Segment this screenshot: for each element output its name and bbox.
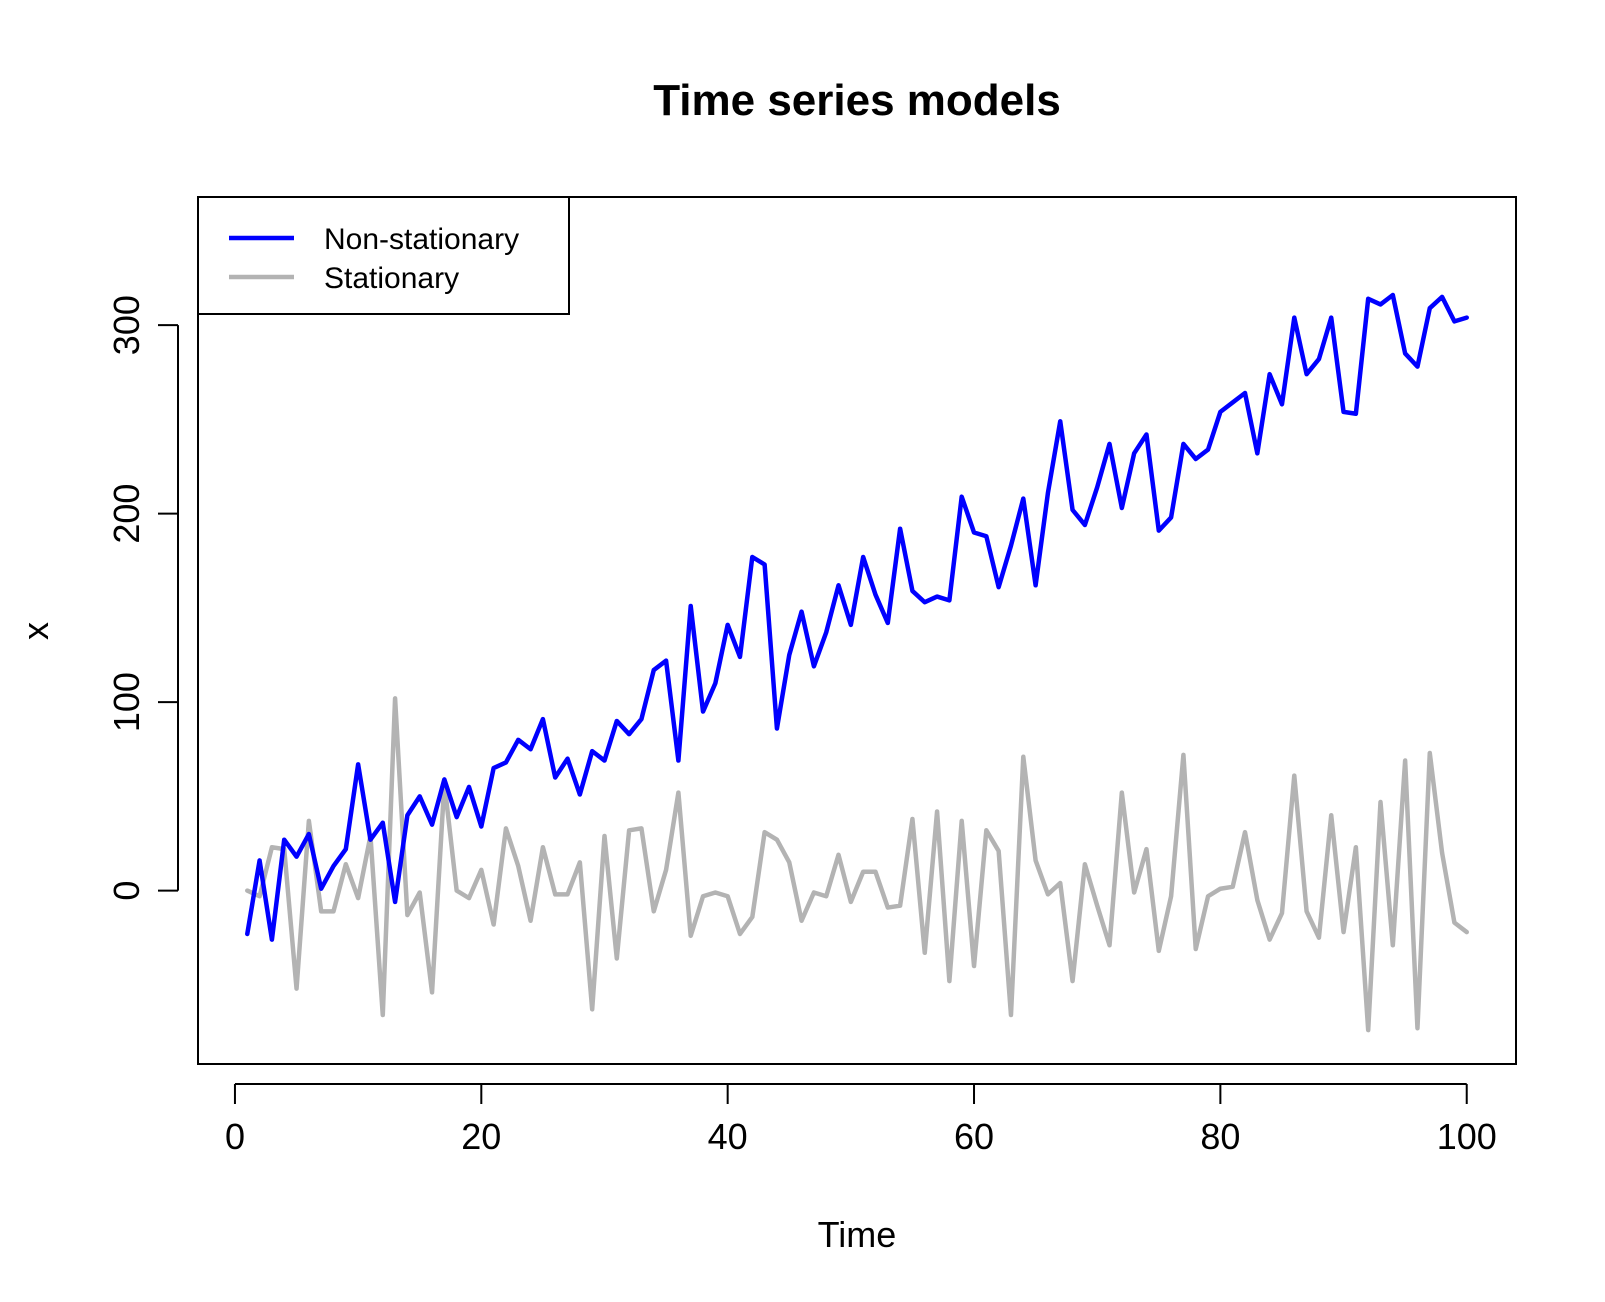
x-tick-label: 0 <box>225 1116 245 1157</box>
x-tick-label: 60 <box>954 1116 994 1157</box>
y-tick-label: 200 <box>106 484 147 544</box>
series-line-stationary <box>245 696 1469 1033</box>
series-line-non-stationary <box>245 292 1469 942</box>
legend: Non-stationary Stationary <box>197 196 570 315</box>
plot-box <box>197 196 1517 1065</box>
x-tick-label: 100 <box>1437 1116 1497 1157</box>
x-tick-label: 20 <box>461 1116 501 1157</box>
series-layer <box>245 292 1469 1033</box>
x-tick-label: 40 <box>708 1116 748 1157</box>
y-tick-label: 100 <box>106 672 147 732</box>
legend-label: Stationary <box>324 262 459 295</box>
legend-label: Non-stationary <box>324 223 519 256</box>
chart-title: Time series models <box>653 76 1061 125</box>
x-axis: 0 20 40 60 80 100 <box>225 1083 1497 1157</box>
y-axis-label: x <box>15 622 56 640</box>
y-axis: 0 100 200 300 <box>106 295 179 901</box>
x-tick-label: 80 <box>1200 1116 1240 1157</box>
x-axis-label: Time <box>818 1214 897 1255</box>
y-tick-label: 300 <box>106 295 147 355</box>
y-tick-label: 0 <box>106 881 147 901</box>
legend-box <box>197 196 570 315</box>
